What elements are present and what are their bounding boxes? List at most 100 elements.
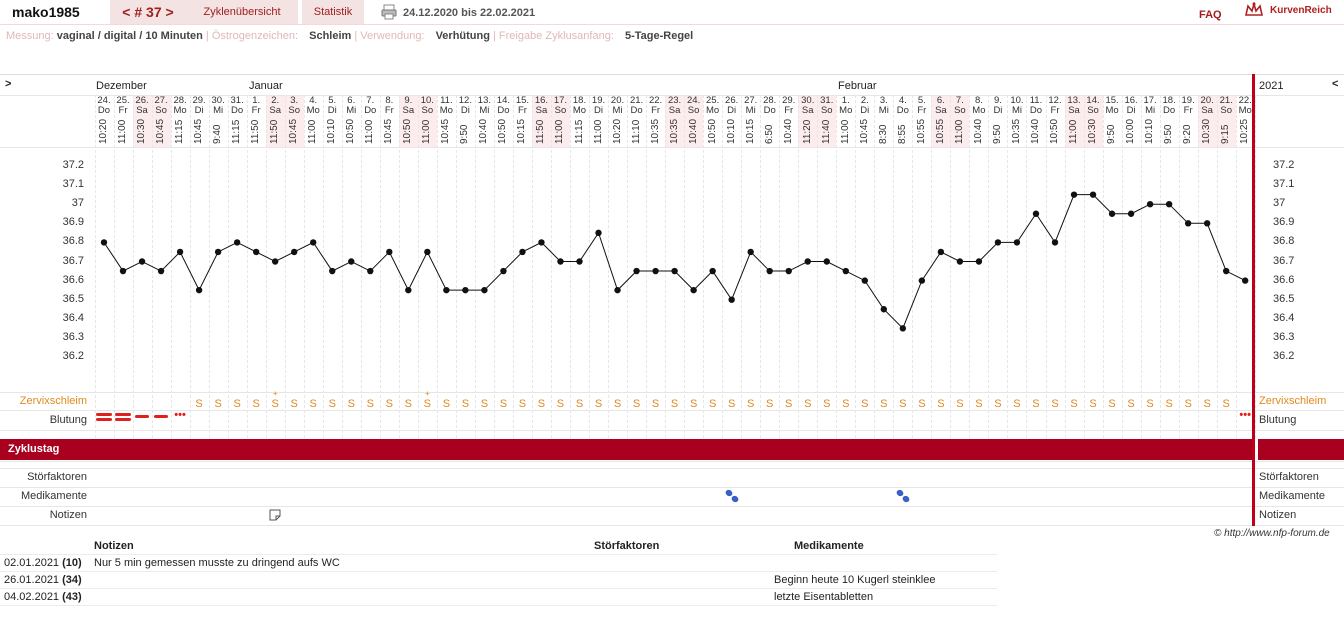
- table-row: 02.01.2021 (10) Nur 5 min gemessen musst…: [0, 554, 997, 572]
- day-date: 18.: [572, 96, 587, 106]
- temperature-point[interactable]: [176, 248, 184, 256]
- zervix-symbol: S: [195, 398, 203, 410]
- zervix-symbol: S: [537, 398, 546, 410]
- temperature-point[interactable]: [291, 248, 298, 256]
- temperature-point[interactable]: [652, 267, 659, 275]
- temperature-point[interactable]: [138, 258, 146, 265]
- temperature-point[interactable]: [310, 239, 317, 246]
- temperature-point[interactable]: [633, 267, 640, 275]
- temperature-point[interactable]: [443, 286, 450, 294]
- zervix-symbol: S: [1108, 398, 1116, 410]
- temperature-point[interactable]: [766, 267, 773, 275]
- day-weekday: So: [554, 105, 567, 116]
- day-weekday: Do: [1029, 105, 1043, 116]
- note-date: 04.02.2021 (43): [0, 588, 90, 606]
- temperature-point[interactable]: [100, 239, 108, 246]
- temperature-point[interactable]: [785, 267, 792, 275]
- temperature-point[interactable]: [994, 239, 1002, 246]
- tab-statistik[interactable]: Statistik: [302, 0, 364, 24]
- temperature-point[interactable]: [709, 267, 716, 275]
- temperature-point[interactable]: [462, 286, 469, 294]
- zervix-symbol: S: [727, 398, 736, 410]
- temperature-point[interactable]: [842, 267, 849, 275]
- day-header: 15. Mo 9:50: [1103, 96, 1121, 146]
- bleeding-strong: [115, 413, 132, 416]
- temperature-point[interactable]: [214, 248, 222, 256]
- temperature-point[interactable]: [1165, 201, 1173, 208]
- day-weekday: Sa: [935, 105, 947, 116]
- day-weekday: Sa: [801, 105, 814, 116]
- temperature-point[interactable]: [1222, 267, 1230, 275]
- temperature-point[interactable]: [1184, 220, 1192, 227]
- temperature-point[interactable]: [1108, 210, 1116, 217]
- temperature-point[interactable]: [119, 267, 127, 275]
- temperature-point[interactable]: [1051, 239, 1059, 246]
- temperature-point[interactable]: [975, 258, 983, 265]
- temperature-point[interactable]: [671, 267, 678, 275]
- temperature-point[interactable]: [252, 248, 260, 256]
- pill-icon[interactable]: [725, 489, 739, 503]
- temperature-point[interactable]: [538, 239, 545, 246]
- copyright[interactable]: © http://www.nfp-forum.de: [1214, 528, 1330, 539]
- temperature-point[interactable]: [595, 229, 602, 237]
- day-date: 28.: [173, 96, 187, 106]
- temperature-point[interactable]: [1089, 191, 1097, 198]
- temperature-point[interactable]: [195, 286, 203, 294]
- faq-link[interactable]: FAQ: [1199, 9, 1222, 21]
- day-date: 21.: [629, 96, 644, 106]
- note-stoer: [590, 571, 790, 589]
- day-header: 29. Di 10:45: [190, 96, 208, 146]
- weekend-shading: [1197, 95, 1217, 147]
- temperature-point[interactable]: [1242, 277, 1249, 284]
- temperature-point[interactable]: [481, 286, 488, 294]
- day-header: 21. So 9:15: [1217, 96, 1235, 146]
- temperature-point[interactable]: [329, 267, 336, 275]
- note-icon[interactable]: [269, 509, 281, 521]
- temperature-point[interactable]: [1070, 191, 1078, 198]
- temperature-point[interactable]: [1146, 201, 1154, 208]
- y-tick-label-right: 37.2: [1273, 159, 1295, 171]
- temperature-point[interactable]: [880, 306, 888, 313]
- day-header: 24. Do 10:20: [95, 96, 113, 146]
- temperature-point[interactable]: [557, 258, 564, 265]
- expand-right-button[interactable]: <: [1332, 78, 1339, 90]
- expand-left-button[interactable]: >: [5, 78, 12, 90]
- printer-icon[interactable]: [381, 4, 397, 23]
- temperature-point[interactable]: [367, 267, 374, 275]
- temperature-point[interactable]: [918, 277, 926, 284]
- temperature-point[interactable]: [1032, 210, 1040, 217]
- temperature-point[interactable]: [1013, 239, 1021, 246]
- temperature-point[interactable]: [271, 258, 279, 265]
- temperature-point[interactable]: [424, 248, 431, 256]
- temperature-point[interactable]: [157, 267, 165, 275]
- temperature-point[interactable]: [386, 248, 393, 256]
- temperature-point[interactable]: [405, 286, 412, 294]
- temperature-point[interactable]: [956, 258, 964, 265]
- temperature-point[interactable]: [804, 258, 811, 265]
- notes-header-notizen: Notizen: [90, 538, 590, 555]
- temperature-point[interactable]: [861, 277, 868, 284]
- temperature-point[interactable]: [937, 248, 945, 256]
- zervix-symbol: S: [689, 398, 698, 410]
- day-weekday: Di: [993, 105, 1003, 116]
- temperature-point[interactable]: [576, 258, 583, 265]
- cycle-nav[interactable]: < # 37 >: [110, 0, 186, 24]
- day-header: 19. Di 11:00: [590, 96, 608, 146]
- tab-zyklenuebersicht[interactable]: Zyklenübersicht: [186, 0, 298, 24]
- temperature-point[interactable]: [233, 239, 241, 246]
- temperature-point[interactable]: [348, 258, 355, 265]
- temperature-point[interactable]: [728, 296, 735, 303]
- pill-icon[interactable]: [896, 489, 910, 503]
- temperature-point[interactable]: [823, 258, 830, 265]
- brand-logo[interactable]: KurvenReich: [1270, 5, 1332, 16]
- day-header: 26. Di 10:10: [723, 96, 741, 146]
- temperature-point[interactable]: [1127, 210, 1135, 217]
- temperature-point[interactable]: [519, 248, 526, 256]
- temperature-point[interactable]: [899, 325, 907, 332]
- temperature-point[interactable]: [1203, 220, 1211, 227]
- temperature-point[interactable]: [500, 267, 507, 275]
- temperature-point[interactable]: [747, 248, 754, 256]
- note-stoer: [590, 588, 790, 606]
- temperature-point[interactable]: [690, 286, 697, 294]
- temperature-point[interactable]: [614, 286, 621, 294]
